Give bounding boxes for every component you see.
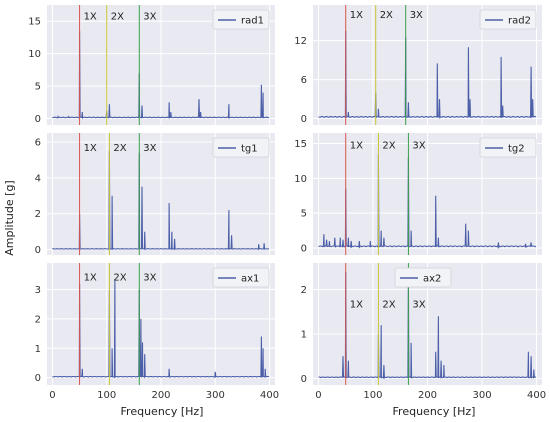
- y-tick-label: 0: [301, 374, 307, 385]
- harmonic-label-2x: 2X: [113, 143, 126, 154]
- x-tick-label: 200: [151, 390, 170, 401]
- x-tick-label: 300: [472, 390, 491, 401]
- harmonic-label-3x: 3X: [412, 140, 425, 151]
- legend-box: [212, 267, 270, 288]
- y-tick-label: 0: [35, 245, 41, 256]
- chart-panel-rad2: 0 6 12 1X 2X 3X rad2: [294, 5, 542, 125]
- y-tick-label: 10: [294, 174, 307, 185]
- series-line-rad2: [318, 30, 537, 120]
- y-tick-label: 12: [294, 36, 307, 47]
- y-tick-label: 5: [35, 82, 41, 93]
- legend-box: [479, 9, 537, 30]
- harmonic-label-1x: 1X: [350, 299, 363, 310]
- harmonic-label-2x: 2X: [113, 273, 126, 284]
- y-tick-label: 2: [301, 285, 307, 296]
- harmonic-label-3x: 3X: [410, 10, 423, 21]
- legend-label: rad1: [241, 16, 264, 27]
- series-line-tg2: [318, 153, 537, 249]
- y-tick-label: 0: [301, 244, 307, 255]
- y-tick-label: 10: [28, 49, 41, 60]
- y-tick-label: 2: [35, 209, 41, 220]
- y-tick-label: 6: [35, 137, 41, 148]
- y-axis-label: Amplitude [g]: [3, 180, 16, 255]
- series-line-ax1: [52, 280, 270, 379]
- legend-box: [479, 137, 537, 158]
- harmonic-label-2x: 2X: [382, 140, 395, 151]
- x-tick-label: 0: [49, 390, 55, 401]
- x-tick-label: 100: [363, 390, 382, 401]
- chart-panel-tg2: 0 5 10 15 1X 2X 3X tg2: [294, 133, 542, 255]
- chart-panel-ax1: 0 1 2 3 0 100 200 300 400 1X 2X 3X ax1: [35, 263, 279, 401]
- x-tick-label: 400: [260, 390, 279, 401]
- x-tick-label: 0: [315, 390, 321, 401]
- y-tick-label: 0: [35, 114, 41, 125]
- legend-label: tg1: [241, 144, 258, 155]
- chart-panel-tg1: 0 2 4 6 1X 2X 3X tg1: [35, 133, 275, 256]
- x-tick-label: 300: [206, 390, 225, 401]
- y-tick-label: 4: [35, 173, 41, 184]
- y-tick-label: 15: [294, 139, 307, 150]
- harmonic-label-3x: 3X: [143, 143, 156, 154]
- harmonic-label-2x: 2X: [111, 11, 124, 22]
- series-line-rad1: [52, 30, 269, 120]
- series-line-tg1: [52, 150, 270, 251]
- legend-label: tg2: [508, 144, 525, 155]
- y-tick-label: 3: [35, 285, 41, 296]
- harmonic-label-2x: 2X: [382, 299, 395, 310]
- harmonic-label-1x: 1X: [84, 11, 97, 22]
- harmonic-label-3x: 3X: [412, 299, 425, 310]
- harmonic-label-1x: 1X: [350, 10, 363, 21]
- series-line-ax2: [318, 271, 537, 380]
- legend-box: [212, 9, 270, 30]
- harmonic-label-3x: 3X: [143, 11, 156, 22]
- chart-panel-ax2: 0 1 2 0 100 200 300 400 1X 2X 3X ax2: [301, 263, 546, 401]
- y-tick-label: 5: [301, 209, 307, 220]
- y-tick-label: 15: [28, 17, 41, 28]
- harmonic-label-3x: 3X: [143, 273, 156, 284]
- harmonic-label-1x: 1X: [350, 140, 363, 151]
- x-axis-label-left: Frequency [Hz]: [121, 405, 204, 418]
- x-tick-label: 400: [527, 390, 546, 401]
- x-tick-label: 100: [97, 390, 116, 401]
- harmonic-label-2x: 2X: [380, 10, 393, 21]
- y-tick-label: 6: [301, 75, 307, 86]
- legend-label: ax1: [241, 274, 259, 285]
- legend-label: ax2: [423, 274, 441, 285]
- harmonic-label-1x: 1X: [84, 143, 97, 154]
- y-tick-label: 0: [301, 114, 307, 125]
- x-axis-label-right: Frequency [Hz]: [393, 405, 476, 418]
- legend-label: rad2: [508, 16, 531, 27]
- y-tick-label: 2: [35, 314, 41, 325]
- legend-box: [212, 137, 270, 158]
- y-tick-label: 1: [301, 329, 307, 340]
- y-tick-label: 0: [35, 373, 41, 384]
- chart-panel-rad1: 0 5 10 15 1X 2X 3X rad1: [28, 5, 275, 125]
- legend-box: [394, 267, 452, 288]
- harmonic-label-1x: 1X: [84, 273, 97, 284]
- y-tick-label: 1: [35, 344, 41, 355]
- x-tick-label: 200: [418, 390, 437, 401]
